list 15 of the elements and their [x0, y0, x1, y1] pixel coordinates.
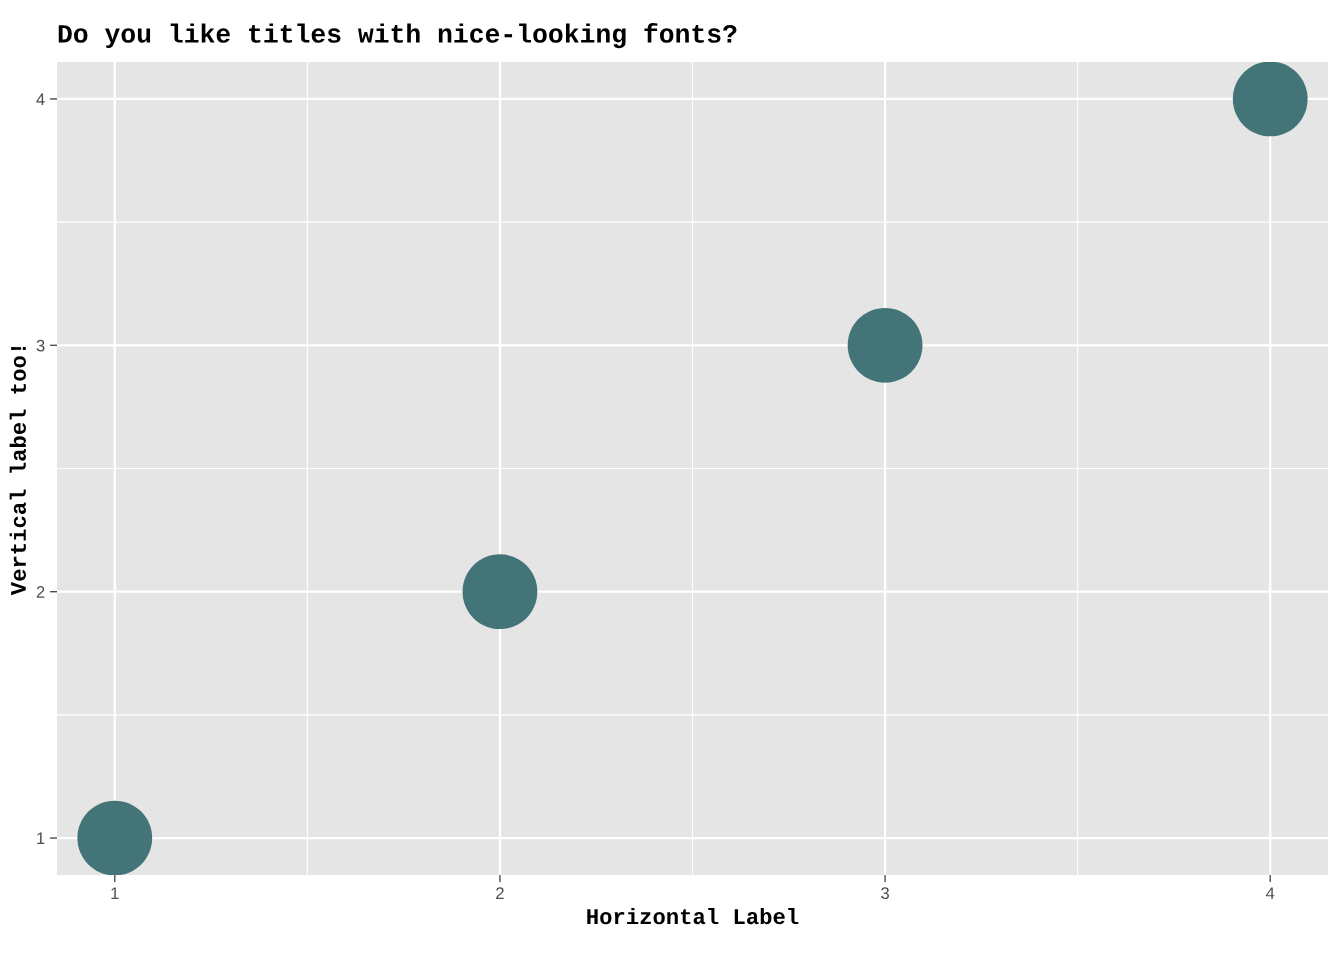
- chart-title: Do you like titles with nice-looking fonts?: [58, 23, 737, 49]
- y-tick-label: 2: [36, 586, 45, 598]
- x-axis-title: Horizontal Label: [587, 907, 799, 925]
- point: [847, 307, 923, 383]
- point: [1232, 62, 1308, 137]
- x-tick-label: 2: [496, 887, 504, 899]
- point: [77, 800, 153, 875]
- y-tick-label: 3: [36, 339, 45, 352]
- x-tick-label: 3: [881, 887, 889, 900]
- point: [462, 554, 538, 630]
- y-axis-title: Vertical label too!: [9, 346, 26, 596]
- x-tick-label: 4: [1265, 887, 1275, 899]
- y-tick-label: 4: [36, 93, 45, 105]
- y-tick-label: 1: [37, 832, 45, 845]
- x-tick-label: 1: [111, 887, 119, 899]
